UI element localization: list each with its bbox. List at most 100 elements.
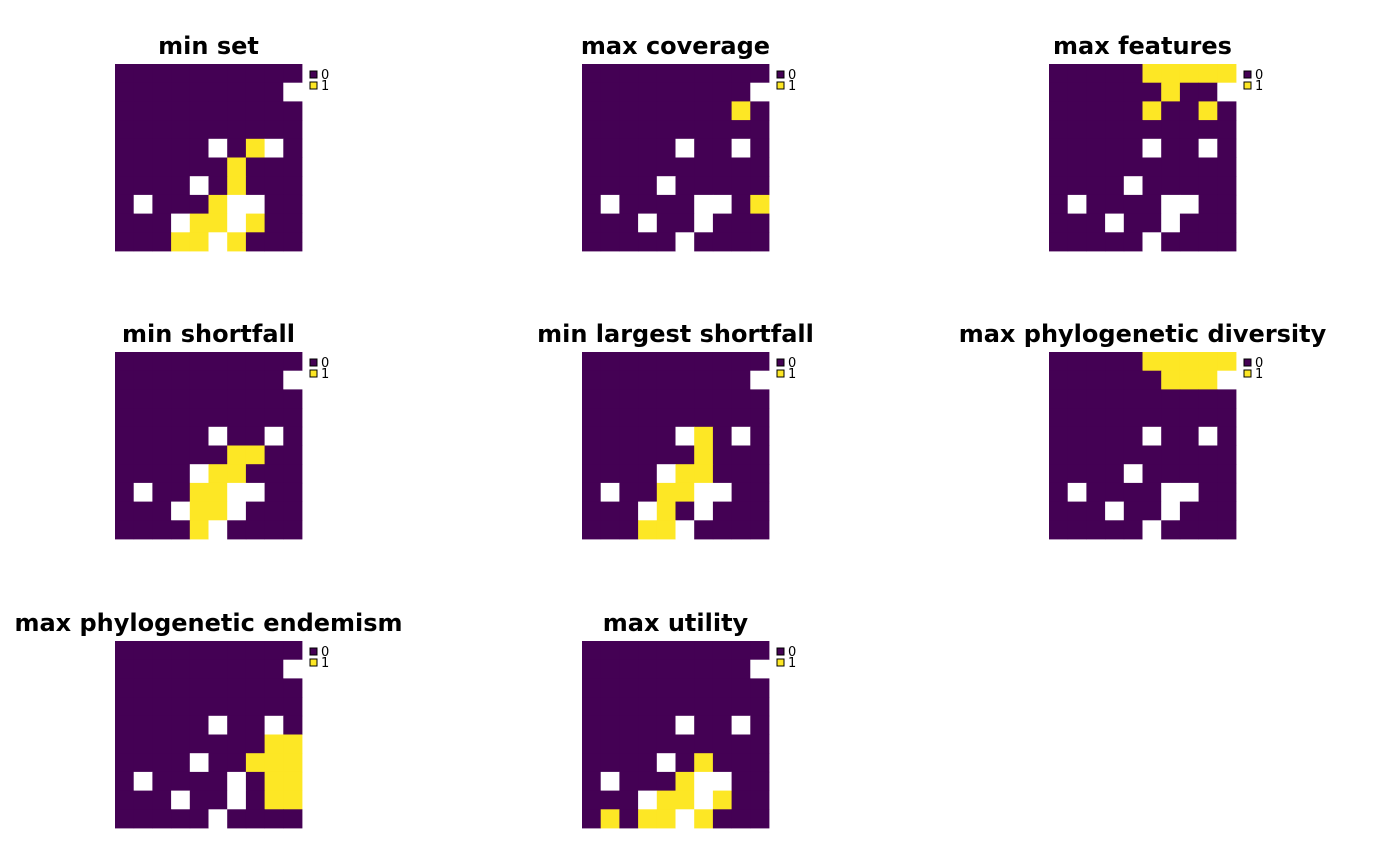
heatmap-cell-na: [227, 790, 247, 810]
heatmap-cell-0: [189, 734, 209, 754]
heatmap-cell-0: [619, 734, 639, 754]
heatmap-cell-0: [1086, 120, 1106, 140]
heatmap-cell-0: [582, 659, 602, 679]
heatmap-cell-0: [619, 809, 639, 829]
heatmap-cell-0: [1067, 232, 1087, 252]
heatmap-cell-na: [208, 715, 228, 735]
heatmap-cell-0: [694, 157, 714, 177]
heatmap-cell-0: [1086, 82, 1106, 102]
legend: 01: [309, 645, 329, 671]
panel-title: min set: [158, 32, 259, 60]
heatmap-cell-0: [171, 753, 191, 773]
heatmap-cell-0: [1067, 120, 1087, 140]
heatmap-cell-0: [283, 697, 303, 717]
heatmap-cell-0: [264, 157, 284, 177]
heatmap-cell-0: [750, 213, 770, 233]
heatmap-cell-0: [152, 370, 172, 390]
heatmap-cell-0: [283, 426, 303, 446]
heatmap-cell-na: [1142, 232, 1162, 252]
heatmap-cell-0: [1161, 464, 1181, 484]
heatmap-cell-0: [694, 232, 714, 252]
heatmap-cell-1: [245, 445, 265, 465]
heatmap-cell-0: [245, 82, 265, 102]
heatmap-cell-na: [675, 809, 695, 829]
heatmap-cell-0: [227, 101, 247, 121]
heatmap-cell-na: [694, 771, 714, 791]
heatmap-cell-0: [582, 352, 602, 372]
heatmap-cell-0: [1105, 445, 1125, 465]
legend: 01: [309, 68, 329, 94]
heatmap-cell-0: [600, 64, 620, 84]
heatmap-cell-na: [600, 194, 620, 214]
heatmap-cell-0: [1049, 482, 1069, 502]
heatmap-cell-0: [264, 464, 284, 484]
heatmap-cell-0: [208, 370, 228, 390]
heatmap-cell-0: [675, 194, 695, 214]
heatmap-cell-0: [1067, 520, 1087, 540]
heatmap-cell-0: [619, 753, 639, 773]
heatmap-cell-0: [1161, 101, 1181, 121]
heatmap-cell-0: [1049, 157, 1069, 177]
legend-label: 1: [788, 79, 796, 94]
heatmap-cell-0: [208, 734, 228, 754]
heatmap-cell-1: [189, 520, 209, 540]
heatmap-cell-0: [133, 82, 153, 102]
heatmap-cell-0: [152, 176, 172, 196]
heatmap-cell-0: [675, 176, 695, 196]
heatmap-cell-0: [264, 64, 284, 84]
legend-label: 0: [321, 356, 329, 371]
heatmap-cell-0: [694, 120, 714, 140]
heatmap-cell-0: [731, 771, 751, 791]
heatmap-cell-na: [1179, 194, 1199, 214]
heatmap-cell-0: [731, 482, 751, 502]
facet-panel: max phylogenetic diversity 01: [959, 320, 1327, 540]
heatmap-cell-0: [1105, 352, 1125, 372]
heatmap-cell-0: [1142, 213, 1162, 233]
heatmap-cell-0: [1086, 389, 1106, 409]
heatmap-cell-0: [1217, 138, 1237, 158]
heatmap-cell-1: [694, 464, 714, 484]
legend-key-0: [776, 358, 785, 367]
heatmap-cell-0: [171, 138, 191, 158]
heatmap-cell-0: [245, 678, 265, 698]
heatmap-cell-0: [694, 697, 714, 717]
heatmap-cell-0: [264, 176, 284, 196]
heatmap-cell-0: [208, 678, 228, 698]
heatmap-cell-0: [600, 715, 620, 735]
heatmap-cell-0: [171, 352, 191, 372]
heatmap-cell-0: [115, 715, 135, 735]
heatmap-cell-0: [600, 408, 620, 428]
heatmap-cell-na: [208, 232, 228, 252]
heatmap-cell-0: [619, 120, 639, 140]
heatmap-cell-0: [656, 213, 676, 233]
heatmap-cell-0: [264, 389, 284, 409]
heatmap-cell-0: [283, 715, 303, 735]
heatmap-cell-na: [1217, 370, 1237, 390]
heatmap-cell-0: [600, 697, 620, 717]
heatmap-cell-0: [245, 101, 265, 121]
heatmap-cell-0: [582, 790, 602, 810]
heatmap-cell-0: [731, 120, 751, 140]
heatmap-cell-0: [133, 659, 153, 679]
heatmap-cell-0: [712, 370, 732, 390]
heatmap-cell-0: [675, 101, 695, 121]
heatmap-cell-0: [1086, 408, 1106, 428]
heatmap-cell-0: [171, 678, 191, 698]
heatmap-cell-0: [208, 82, 228, 102]
heatmap-cell-0: [638, 659, 658, 679]
heatmap-cell-0: [619, 370, 639, 390]
heatmap-cell-0: [1105, 232, 1125, 252]
heatmap-cell-1: [208, 501, 228, 521]
heatmap-cell-0: [152, 659, 172, 679]
heatmap-cell-0: [208, 641, 228, 661]
heatmap-cell-0: [152, 482, 172, 502]
heatmap-cell-0: [619, 641, 639, 661]
heatmap-cell-0: [152, 82, 172, 102]
heatmap-cell-0: [115, 194, 135, 214]
heatmap-cell-0: [1179, 82, 1199, 102]
heatmap-cell-0: [694, 176, 714, 196]
heatmap-cell-0: [171, 482, 191, 502]
heatmap-cell-1: [1161, 370, 1181, 390]
heatmap-cell-0: [712, 659, 732, 679]
heatmap-cell-0: [638, 194, 658, 214]
